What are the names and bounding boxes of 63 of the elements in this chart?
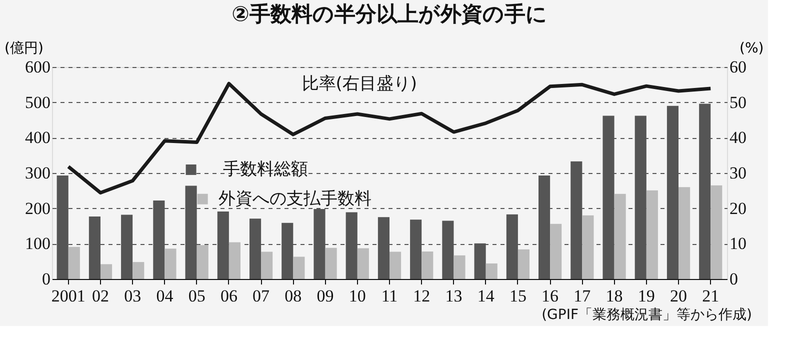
x-tick-label: 11: [381, 286, 398, 306]
x-tick-label: 06: [220, 286, 238, 306]
y-tick-label: 0: [42, 270, 50, 288]
x-tick-label: 10: [348, 286, 366, 306]
bar: [614, 194, 626, 279]
y-tick-label: 600: [25, 58, 50, 76]
y2-tick-label: 10: [730, 234, 746, 254]
x-tick-label: 12: [413, 286, 430, 306]
x-tick-label: 05: [188, 286, 206, 306]
x-tick-label: 20: [670, 286, 688, 306]
x-tick-label: 14: [477, 286, 495, 306]
chart-title: ②手数料の半分以上が外資の手に: [232, 2, 548, 26]
x-tick-label: 07: [252, 286, 270, 306]
bar: [164, 248, 176, 279]
x-tick-label: 15: [509, 286, 526, 306]
x-tick-label: 21: [702, 286, 720, 306]
y2-tick-label: 0: [730, 270, 738, 288]
y2-tick-label: 60: [730, 58, 746, 76]
bar: [390, 252, 402, 279]
y-tick-label: 500: [25, 92, 50, 112]
x-tick-label: 04: [156, 286, 174, 306]
bar: [325, 248, 337, 279]
y2-tick-label: 50: [730, 92, 746, 112]
y2-tick-label: 30: [730, 164, 746, 182]
bar: [518, 249, 530, 279]
bar: [678, 187, 690, 279]
bar: [454, 255, 466, 279]
x-tick-label: 18: [606, 286, 623, 306]
bar: [228, 242, 240, 279]
text: (GPIF「業務概況書」等から作成): [542, 307, 752, 323]
x-tick-label: 02: [92, 286, 109, 306]
y2-axis-title: (%): [740, 40, 764, 56]
bar: [710, 185, 722, 279]
bar: [582, 215, 594, 279]
bar: [100, 264, 112, 279]
legend-label: 手数料総額: [223, 160, 308, 180]
bar: [68, 246, 80, 279]
x-tick-label: 2001: [51, 286, 86, 306]
bar: [357, 248, 369, 279]
x-tick-label: 16: [542, 286, 559, 306]
bar: [422, 251, 434, 279]
bar: [132, 262, 144, 279]
bar: [646, 190, 658, 279]
bar: [486, 263, 498, 279]
bar: [293, 256, 305, 279]
bar: [261, 252, 273, 279]
bar: [550, 224, 562, 279]
y2-tick-label: 20: [730, 198, 746, 218]
y-tick-label: 400: [25, 128, 50, 148]
y-axis-title: (億円): [4, 40, 44, 56]
x-tick-label: 03: [124, 286, 142, 306]
y2-tick-label: 40: [730, 128, 746, 148]
bar: [196, 245, 208, 279]
y-tick-label: 300: [25, 164, 50, 182]
y-tick-label: 100: [25, 234, 50, 254]
x-tick-label: 19: [638, 286, 655, 306]
x-tick-label: 09: [316, 286, 334, 306]
series-label: 比率(右目盛り): [302, 74, 418, 94]
x-tick-label: 13: [445, 286, 462, 306]
x-tick-label: 17: [574, 286, 592, 306]
legend-label: 外資への支払手数料: [218, 189, 372, 210]
y-tick-label: 200: [25, 198, 50, 218]
x-tick-label: 08: [284, 286, 302, 306]
